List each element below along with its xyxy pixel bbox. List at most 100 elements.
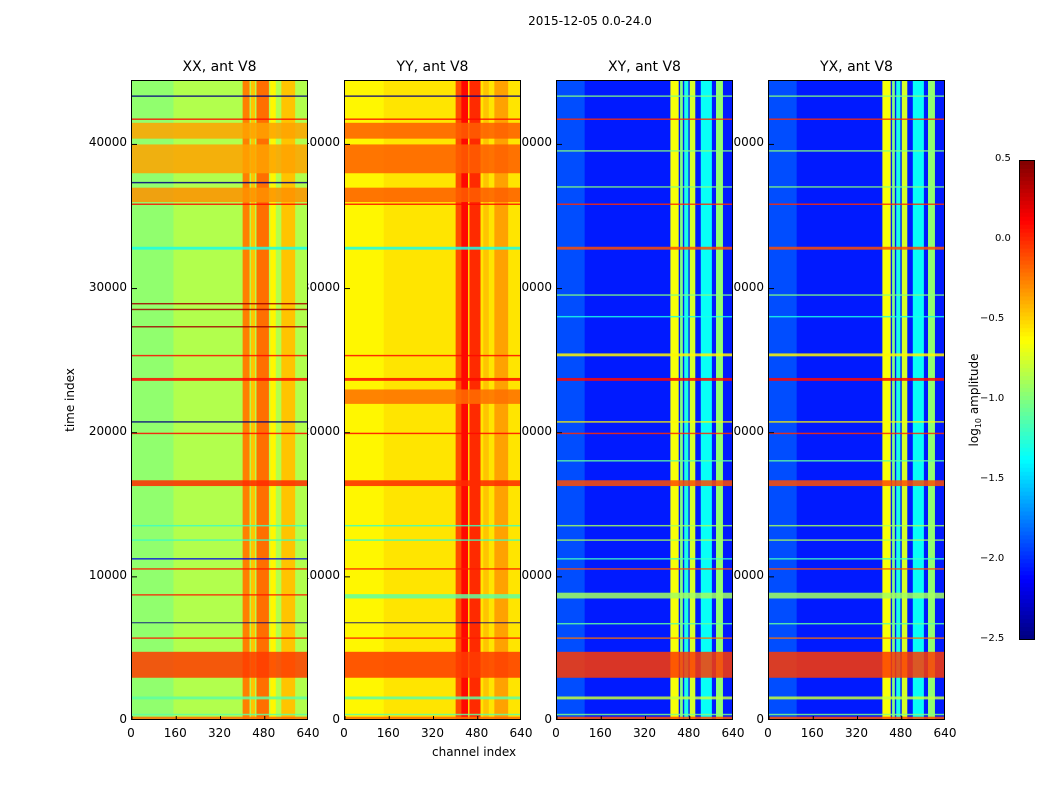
time-band	[557, 558, 732, 560]
colorbar-segment	[1020, 431, 1034, 437]
colorbar-segment	[1020, 300, 1034, 305]
y-tick-label: 30000	[301, 279, 340, 294]
colorbar-segment	[1020, 356, 1034, 361]
colorbar-segment	[1020, 603, 1034, 608]
colorbar-segment	[1020, 232, 1034, 238]
colorbar-segment	[1020, 344, 1034, 349]
channel-band	[892, 81, 895, 719]
channel-band	[270, 81, 276, 719]
time-band	[132, 354, 307, 357]
y-tick-label: 40000	[513, 135, 552, 150]
time-band	[132, 302, 307, 305]
colorbar-segment	[1020, 216, 1034, 222]
colorbar-segment	[1020, 439, 1034, 445]
time-band	[132, 377, 307, 381]
colorbar-segment	[1020, 376, 1034, 381]
colorbar-segment	[1020, 427, 1034, 433]
colorbar-segment	[1020, 280, 1034, 286]
colorbar-segment	[1020, 204, 1034, 210]
heatmap-panel	[344, 80, 521, 720]
y-tick-label: 20000	[301, 423, 340, 438]
colorbar-segment	[1020, 447, 1034, 453]
x-tick-label: 480	[889, 726, 913, 740]
colorbar-segment	[1020, 336, 1034, 341]
time-band	[132, 594, 307, 596]
x-tick-label: 0	[127, 726, 135, 740]
time-band	[132, 558, 307, 560]
time-band	[769, 246, 944, 250]
time-band	[557, 568, 732, 570]
x-tick-label: 480	[465, 726, 489, 740]
time-band	[769, 524, 944, 527]
colorbar-segment	[1020, 455, 1034, 461]
colorbar-segment	[1020, 400, 1034, 405]
y-tick-label: 0	[332, 712, 340, 726]
colorbar-tick-label: −1.5	[980, 473, 1005, 484]
y-tick-label: 30000	[88, 279, 127, 294]
figure-title: 2015-12-05 0.0-24.0	[528, 14, 652, 28]
time-band	[557, 203, 732, 205]
time-band	[557, 294, 732, 296]
x-tick-label: 0	[764, 726, 772, 740]
time-band	[345, 118, 520, 120]
colorbar-segment	[1020, 499, 1034, 505]
time-band	[132, 203, 307, 205]
colorbar-segment	[1020, 539, 1034, 544]
colorbar-segment	[1020, 567, 1034, 572]
colorbar-segment	[1020, 479, 1034, 485]
time-band	[345, 594, 520, 599]
time-band	[345, 568, 520, 570]
colorbar-segment	[1020, 563, 1034, 568]
channel-band	[689, 81, 696, 719]
colorbar-segment	[1020, 511, 1034, 517]
colorbar-segment	[1020, 348, 1034, 353]
time-band	[132, 308, 307, 311]
time-band	[769, 377, 944, 381]
colorbar-segment	[1020, 423, 1034, 429]
x-tick-label: 0	[340, 726, 348, 740]
colorbar-segment	[1020, 200, 1034, 206]
colorbar-segment	[1020, 451, 1034, 457]
colorbar-segment	[1020, 495, 1034, 501]
colorbar-segment	[1020, 471, 1034, 477]
channel-band	[680, 81, 683, 719]
colorbar-segment	[1020, 467, 1034, 473]
colorbar-segment	[1020, 523, 1034, 529]
colorbar-segment	[1020, 587, 1034, 592]
colorbar-segment	[1020, 240, 1034, 246]
time-band	[769, 186, 944, 188]
colorbar-segment	[1020, 443, 1034, 449]
colorbar-tick-label: 0.0	[995, 233, 1011, 244]
time-band	[769, 353, 944, 357]
time-band	[132, 524, 307, 527]
colorbar-segment	[1020, 364, 1034, 369]
colorbar-segment	[1020, 380, 1034, 385]
colorbar-segment	[1020, 575, 1034, 580]
time-band	[345, 432, 520, 435]
colorbar-segment	[1020, 527, 1034, 533]
colorbar-segment	[1020, 212, 1034, 218]
time-band	[557, 432, 732, 435]
colorbar-segment	[1020, 531, 1034, 537]
colorbar-segment	[1020, 615, 1034, 620]
time-band	[345, 524, 520, 527]
colorbar-segment	[1020, 419, 1034, 425]
colorbar-segment	[1020, 384, 1034, 389]
colorbar-tick-label: 0.5	[995, 153, 1011, 164]
colorbar-segment	[1020, 507, 1034, 513]
x-tick-label: 640	[296, 726, 320, 740]
y-tick-label: 10000	[513, 567, 552, 582]
colorbar-tick-label: −2.5	[980, 633, 1005, 644]
x-tick-label: 320	[208, 726, 231, 740]
time-band	[769, 95, 944, 97]
colorbar-segment	[1020, 611, 1034, 616]
colorbar-segment	[1020, 340, 1034, 345]
time-band	[769, 637, 944, 639]
colorbar-segment	[1020, 623, 1034, 628]
channel-band	[700, 81, 712, 719]
time-band	[769, 118, 944, 120]
colorbar-segment	[1020, 483, 1034, 489]
y-tick-label: 0	[756, 712, 764, 726]
time-band	[345, 637, 520, 639]
